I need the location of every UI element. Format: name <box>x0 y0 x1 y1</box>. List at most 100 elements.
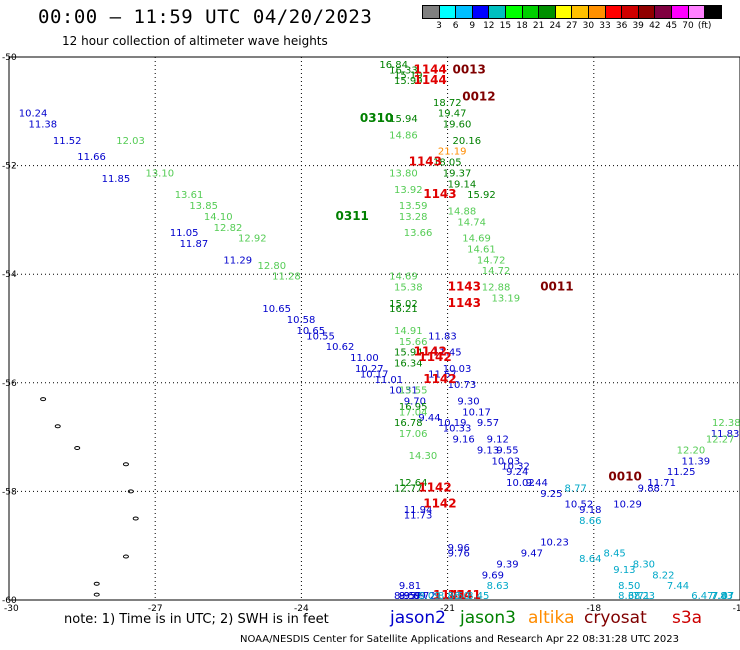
pass-time-label: 1142 <box>413 345 446 359</box>
wave-height-label: 8.64 <box>579 554 601 565</box>
wave-height-label: 21.19 <box>438 147 467 158</box>
wave-height-label: 10.55 <box>306 331 335 342</box>
color-scale-label: 42 <box>649 21 661 31</box>
wave-height-label: 20.16 <box>452 136 481 147</box>
wave-height-label: 11.87 <box>180 239 209 250</box>
x-tick-label: -21 <box>440 604 455 614</box>
wave-height-label: 9.88 <box>638 483 660 494</box>
legend-item-s3a: s3a <box>672 608 703 628</box>
wave-height-label: 19.60 <box>443 120 472 131</box>
map-title: 00:00 – 11:59 UTC 04/20/2023 <box>38 6 373 28</box>
graticule <box>9 56 740 601</box>
x-tick-label: -27 <box>148 604 163 614</box>
plot-frame <box>8 56 740 601</box>
legend-item-jason2: jason2 <box>390 608 446 628</box>
wave-height-label: 11.71 <box>647 478 676 489</box>
wave-height-label: 14.86 <box>389 130 418 141</box>
wave-height-label: 11.38 <box>28 120 57 131</box>
wave-height-label: 9.09 <box>404 591 426 602</box>
x-corner-label: -30 <box>4 604 19 614</box>
pass-time-label: 0013 <box>452 62 485 76</box>
pass-time-label: 0311 <box>336 209 369 223</box>
wave-height-label: 9.69 <box>482 570 504 581</box>
wave-height-label: 11.67 <box>428 369 457 380</box>
wave-height-label: 11.39 <box>682 456 711 467</box>
wave-height-label: 8.45 <box>604 549 626 560</box>
pass-time-label: 1142 <box>418 480 451 494</box>
wave-height-label: 15.92 <box>467 190 496 201</box>
wave-height-label: 9.96 <box>448 543 470 554</box>
wave-height-label: 13.10 <box>145 168 174 179</box>
wave-height-label: 13.28 <box>399 212 428 223</box>
wave-height-label: 18.05 <box>433 158 462 169</box>
wave-height-label: 9.30 <box>457 397 479 408</box>
wave-height-label: 13.80 <box>389 168 418 179</box>
wave-height-label: 19.37 <box>443 168 472 179</box>
pass-time-label: 1143 <box>448 296 481 310</box>
wave-height-label: 16.95 <box>399 402 428 413</box>
island-outline <box>132 516 139 521</box>
wave-height-label: 10.73 <box>448 380 477 391</box>
island-outline <box>127 489 134 494</box>
wave-height-label: 9.16 <box>452 435 474 446</box>
wave-height-label: 9.47 <box>521 549 543 560</box>
wave-height-label: 12.77 <box>394 483 423 494</box>
legend-item-cryosat: cryosat <box>584 608 647 628</box>
wave-height-label: 10.58 <box>287 315 316 326</box>
color-scale-label: 45 <box>665 21 678 31</box>
color-scale-cell <box>704 5 722 19</box>
wave-height-label: 9.81 <box>399 581 421 592</box>
wave-height-label: 9.12 <box>487 435 509 446</box>
pass-time-label: 1143 <box>448 279 481 293</box>
wave-height-label: 8.45 <box>467 591 489 602</box>
pass-time-label: 1142 <box>423 497 456 511</box>
wave-height-label: 9.39 <box>496 559 518 570</box>
wave-height-label: 9.76 <box>448 549 470 560</box>
wave-height-label: 11.05 <box>170 228 199 239</box>
wave-height-label: 11.01 <box>375 375 404 386</box>
island-marks <box>40 397 139 597</box>
x-tick-label: -24 <box>294 604 309 614</box>
color-scale-label: 3 <box>436 21 442 31</box>
wave-height-label: 8.77 <box>565 483 587 494</box>
wave-height-label: 11.52 <box>53 136 82 147</box>
wave-height-label: 16.34 <box>394 359 423 370</box>
wave-height-label: 11.45 <box>433 348 462 359</box>
y-tick-label: -54 <box>2 270 17 280</box>
color-scale-label: (ft) <box>697 21 712 31</box>
wave-height-label: 13.61 <box>175 190 204 201</box>
wave-height-label: 12.64 <box>399 478 428 489</box>
wave-height-label: 15.94 <box>394 348 423 359</box>
island-outline <box>40 397 47 402</box>
wave-height-label: 8.72 <box>413 591 435 602</box>
wave-height-label: 8.66 <box>579 516 601 527</box>
color-scale-labels: 3 6 9 12 15 18 21 24 27 30 33 36 39 42 45 70 (ft) <box>422 21 732 33</box>
wave-height-label: 8.30 <box>633 559 655 570</box>
wave-height-label: 11.73 <box>404 511 433 522</box>
wave-height-label: 9.44 <box>526 478 548 489</box>
wave-height-label: 10.29 <box>613 500 642 511</box>
wave-height-label: 6.71 <box>628 591 650 602</box>
wave-height-label: 9.55 <box>496 445 518 456</box>
wave-height-label: 8.38 <box>618 591 640 602</box>
color-scale-label: 33 <box>599 21 611 31</box>
wave-height-label: 12.82 <box>214 223 243 234</box>
color-scale-label: 30 <box>582 21 595 31</box>
wave-height-label: 7.23 <box>633 591 655 602</box>
pass-time-label: 1144 <box>413 62 446 76</box>
wave-height-label: 9.13 <box>477 445 499 456</box>
wave-height-label: 14.74 <box>457 217 486 228</box>
color-scale-label: 21 <box>532 21 545 31</box>
color-scale-label: 27 <box>566 21 578 31</box>
color-scale-label: 18 <box>516 21 528 31</box>
y-tick-label: -58 <box>2 487 17 497</box>
color-scale-label: 12 <box>483 21 495 31</box>
wave-height-label: 14.69 <box>389 272 418 283</box>
wave-height-label: 11.83 <box>428 331 457 342</box>
wave-height-label: 15.38 <box>394 282 423 293</box>
color-scale-label: 36 <box>615 21 628 31</box>
wave-height-label: 12.80 <box>258 261 287 272</box>
wave-height-label: 9.25 <box>540 489 562 500</box>
wave-height-label: 6.47 <box>691 591 713 602</box>
